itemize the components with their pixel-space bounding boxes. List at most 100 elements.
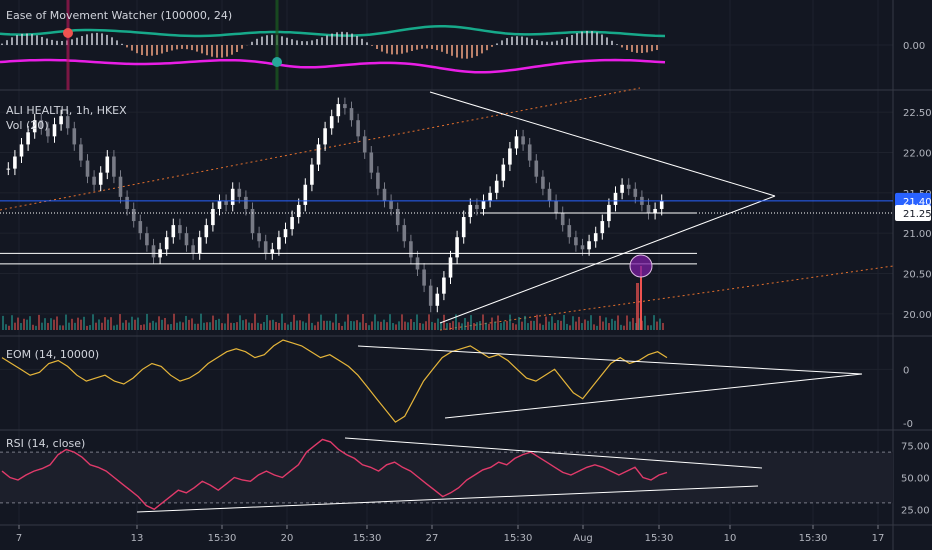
volume-bar [101, 322, 103, 330]
candle-body [329, 116, 334, 129]
price-axis-label: 22.50 [903, 108, 932, 119]
volume-bar [41, 322, 43, 330]
marker-circle [629, 254, 653, 278]
volume-bar [632, 317, 634, 330]
volume-bar [602, 321, 604, 330]
price-pane [0, 87, 894, 331]
candle-body [494, 180, 499, 193]
volume-bar [395, 324, 397, 330]
volume-bar [353, 321, 355, 330]
eom-title[interactable]: EOM (14, 10000) [6, 348, 100, 361]
candle-body [46, 128, 50, 137]
volume-bar [107, 319, 109, 330]
volume-bar [113, 325, 115, 330]
candle-body [501, 164, 506, 181]
volume-bar [53, 319, 55, 330]
volume-bar [164, 317, 166, 330]
volume-bar [182, 322, 184, 330]
volume-bar [170, 324, 172, 330]
volume-bar [98, 319, 100, 330]
volume-bar [227, 313, 229, 330]
volume-bar [263, 321, 265, 330]
candle-body [283, 229, 288, 238]
volume-bar [338, 322, 340, 330]
volume-bar [401, 314, 403, 330]
candle-body [376, 172, 380, 189]
candle-body [26, 132, 30, 145]
volume-bar [536, 314, 538, 330]
volume-bar [584, 319, 586, 330]
eom-axis-label: -0 [903, 419, 913, 430]
price-axis-label: 20.00 [903, 310, 932, 321]
volume-bar [509, 314, 511, 330]
volume-bar [236, 322, 238, 330]
volume-bar [62, 325, 64, 330]
volume-bar [287, 324, 289, 330]
volume-bar [539, 323, 541, 330]
candle-body [244, 196, 248, 209]
x-tick-label: 13 [131, 533, 144, 544]
candle-body [290, 217, 294, 230]
eom-watcher-title[interactable]: Ease of Movement Watcher (100000, 24) [6, 9, 233, 22]
volume-bar [371, 321, 373, 330]
volume-bar [8, 325, 10, 330]
volume-bar [491, 317, 493, 330]
eom-lower-trend [444, 373, 863, 419]
volume-bar [443, 314, 445, 330]
candle-body [527, 144, 532, 161]
volume-bar [470, 315, 472, 330]
price-axis-label: 20.50 [903, 270, 932, 281]
volume-bar [194, 323, 196, 330]
volume-bar [119, 314, 121, 330]
eom-watcher-lower-band [0, 58, 666, 74]
volume-bar [77, 317, 79, 330]
volume-bar [554, 323, 556, 330]
volume-bar [575, 321, 577, 330]
volume-bar [56, 316, 58, 330]
volume-bar [80, 319, 82, 330]
candle-body [448, 257, 453, 278]
volume-bar [614, 320, 616, 330]
candle-body [508, 148, 512, 165]
x-axis: 7 13 15:30 20 15:30 27 15:30 Aug 15:30 10 15:30 17 [16, 525, 884, 544]
volume-bar [644, 315, 646, 330]
candle-body [600, 221, 605, 234]
candle-body [79, 144, 83, 161]
volume-bar [473, 323, 475, 330]
volume-bar [518, 317, 520, 330]
candle-body [191, 245, 195, 254]
volume-bar [149, 322, 151, 330]
candle-body [455, 237, 459, 258]
candle-body [217, 200, 222, 209]
volume-bar [407, 322, 409, 330]
price-pane-title[interactable]: ALI HEALTH, 1h, HKEX [6, 104, 127, 117]
volume-bar [494, 321, 496, 330]
volume-bar [380, 321, 382, 330]
volume-bar [434, 322, 436, 330]
volume-bar [197, 323, 199, 330]
volume-bar [110, 317, 112, 330]
volume-bar [104, 317, 106, 330]
volume-bar [320, 314, 322, 330]
volume-bar [326, 320, 328, 330]
candle-body [633, 188, 638, 197]
x-tick-label: Aug [573, 533, 593, 544]
rsi-axis-label: 50.00 [901, 474, 930, 485]
candle-body [613, 192, 618, 205]
rsi-title[interactable]: RSI (14, close) [6, 437, 86, 450]
volume-bar [179, 321, 181, 330]
candle-body [184, 233, 189, 246]
candle-body [164, 237, 169, 250]
volume-bar [626, 315, 628, 330]
candle-body [92, 176, 96, 185]
volume-spike [636, 283, 639, 330]
candle-body [138, 221, 143, 234]
volume-bar [611, 318, 613, 330]
volume-bar [50, 318, 52, 330]
candle-body [39, 120, 44, 129]
volume-title[interactable]: Vol (20) [6, 119, 49, 132]
volume-bar [332, 322, 334, 330]
volume-bar [413, 322, 415, 330]
volume-bar [317, 321, 319, 330]
